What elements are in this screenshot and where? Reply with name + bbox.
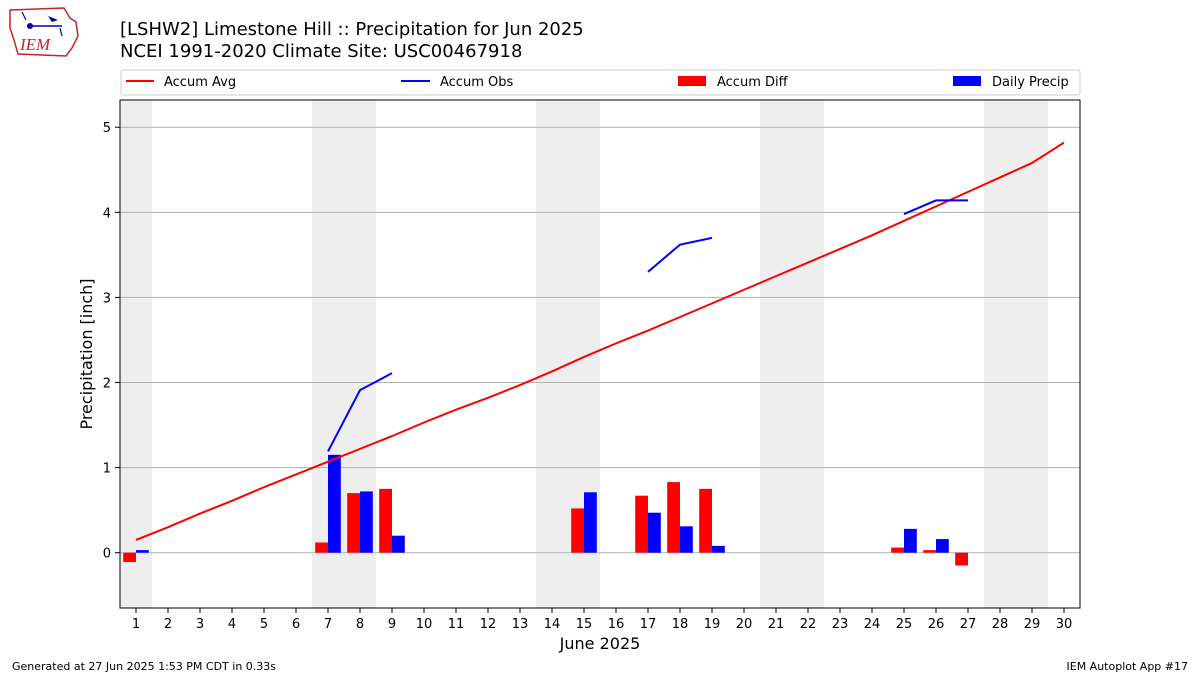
logo-text: IEM: [19, 35, 51, 54]
lines: [135, 141, 1065, 541]
bar-accum-diff-day-17: [635, 495, 648, 553]
x-tick-label-11: 11: [448, 617, 465, 632]
bar-accum-diff-day-8: [347, 493, 360, 553]
x-tick-label-27: 27: [960, 617, 977, 632]
x-tick-label-17: 17: [640, 617, 657, 632]
y-axis: 0 1 2 3 4 5: [103, 121, 120, 562]
x-tick-label-16: 16: [608, 617, 625, 632]
line-accum-obs-segment-1: [647, 236, 713, 273]
bar-daily-precip-day-25: [904, 528, 917, 553]
bar-accum-diff-day-25: [891, 547, 904, 553]
weekend-band-1: [120, 100, 152, 608]
weekend-band-14: [536, 100, 568, 608]
y-axis-label: Precipitation [inch]: [77, 278, 96, 429]
x-tick-label-14: 14: [544, 617, 561, 632]
x-tick-label-6: 6: [292, 617, 300, 632]
legend: Accum Avg Accum Obs Accum Diff Daily Pre…: [120, 69, 1081, 96]
line-accum-obs-segment-0: [327, 372, 393, 452]
x-tick-label-29: 29: [1024, 617, 1041, 632]
iem-logo: IEM: [9, 7, 79, 57]
grid-lines: [120, 126, 1080, 554]
weekend-band-22: [792, 100, 824, 608]
bar-daily-precip-day-19: [712, 545, 725, 553]
bar-accum-diff-day-7: [315, 542, 328, 553]
x-tick-label-22: 22: [800, 617, 817, 632]
bar-accum-diff-day-9: [379, 488, 392, 553]
legend-label-accum-obs: Accum Obs: [440, 75, 513, 90]
x-tick-label-10: 10: [416, 617, 433, 632]
x-axis-label: June 2025: [559, 634, 641, 653]
y-tick-label-1: 1: [103, 462, 111, 477]
x-tick-label-19: 19: [704, 617, 721, 632]
y-tick-label-2: 2: [103, 377, 111, 392]
app-credit: IEM Autoplot App #17: [1066, 660, 1189, 673]
x-tick-label-18: 18: [672, 617, 689, 632]
x-tick-label-20: 20: [736, 617, 753, 632]
x-tick-label-25: 25: [896, 617, 913, 632]
x-tick-label-26: 26: [928, 617, 945, 632]
x-tick-label-9: 9: [388, 617, 396, 632]
bar-accum-diff-day-26: [923, 550, 936, 553]
x-tick-label-1: 1: [132, 617, 140, 632]
x-tick-label-3: 3: [196, 617, 204, 632]
bar-accum-diff-day-18: [667, 482, 680, 553]
x-tick-label-2: 2: [164, 617, 172, 632]
chart-subtitle: NCEI 1991-2020 Climate Site: USC00467918: [120, 41, 522, 62]
bar-daily-precip-day-18: [680, 526, 693, 553]
weekend-band-28: [984, 100, 1016, 608]
bar-daily-precip-day-26: [936, 539, 949, 553]
bar-accum-diff-day-27: [955, 552, 968, 566]
x-axis: 1 2 3 4 5 6 7 8 9 10 11 12 13 14 15 16 17 18 19 20 21 22 23 24 2…: [132, 608, 1072, 632]
bar-daily-precip-day-17: [648, 512, 661, 553]
x-tick-label-30: 30: [1056, 617, 1073, 632]
bar-accum-diff-day-15: [571, 508, 584, 553]
bar-accum-diff-day-19: [699, 488, 712, 553]
x-tick-label-28: 28: [992, 617, 1009, 632]
y-tick-label-0: 0: [103, 547, 111, 562]
legend-swatch-daily-precip: [953, 76, 981, 86]
generated-timestamp: Generated at 27 Jun 2025 1:53 PM CDT in …: [12, 660, 277, 673]
x-tick-label-23: 23: [832, 617, 849, 632]
bar-accum-diff-day-1: [123, 552, 136, 563]
bar-daily-precip-day-7: [328, 454, 341, 553]
x-tick-label-24: 24: [864, 617, 881, 632]
legend-label-accum-diff: Accum Diff: [717, 75, 789, 90]
x-tick-label-8: 8: [356, 617, 364, 632]
x-tick-label-5: 5: [260, 617, 268, 632]
x-tick-label-15: 15: [576, 617, 593, 632]
weekend-band-29: [1016, 100, 1048, 608]
legend-label-daily-precip: Daily Precip: [992, 75, 1069, 90]
x-tick-label-12: 12: [480, 617, 497, 632]
y-tick-label-3: 3: [103, 291, 111, 306]
chart-title: [LSHW2] Limestone Hill :: Precipitation …: [120, 19, 584, 40]
x-tick-label-13: 13: [512, 617, 529, 632]
legend-swatch-accum-diff: [678, 76, 706, 86]
x-tick-label-7: 7: [324, 617, 332, 632]
plot-frame: [119, 99, 1081, 609]
x-tick-label-21: 21: [768, 617, 785, 632]
y-tick-label-5: 5: [103, 121, 111, 136]
bar-daily-precip-day-1: [136, 550, 149, 553]
iowa-outline: [9, 7, 79, 57]
bar-daily-precip-day-15: [584, 492, 597, 553]
line-accum-obs-segment-2: [903, 199, 968, 215]
y-tick-label-4: 4: [103, 206, 111, 221]
bar-daily-precip-day-8: [360, 491, 373, 553]
weekend-band-21: [760, 100, 792, 608]
bars: [123, 454, 968, 566]
line-accum-avg-segment-0: [135, 141, 1065, 541]
legend-label-accum-avg: Accum Avg: [164, 75, 236, 90]
x-tick-label-4: 4: [228, 617, 236, 632]
bar-daily-precip-day-9: [392, 535, 405, 553]
